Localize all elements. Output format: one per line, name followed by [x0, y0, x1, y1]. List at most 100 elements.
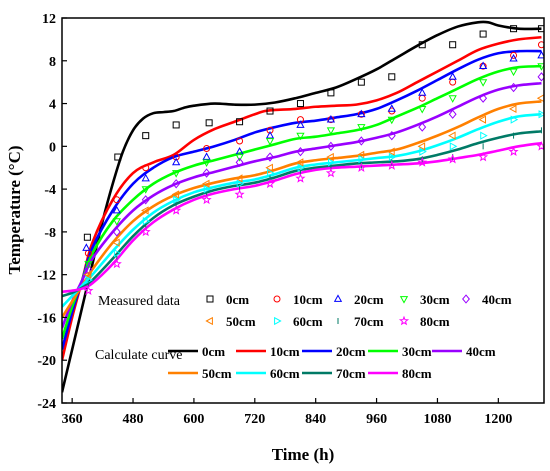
- measured-point-40cm: [112, 227, 121, 237]
- measured-point-30cm: [84, 261, 93, 269]
- measured-point-80cm: [201, 194, 212, 205]
- measured-point-30cm: [418, 106, 427, 114]
- measured-point-50cm: [417, 142, 426, 151]
- legend-measured-label: 40cm: [482, 292, 512, 307]
- legend-curve-label: 50cm: [202, 366, 232, 381]
- legend-measured-label: 10cm: [293, 292, 323, 307]
- measured-point-10cm: [510, 51, 518, 59]
- measured-point-60cm: [538, 110, 544, 119]
- legend-marker-40cm: [462, 294, 470, 304]
- legend-measured-label: 80cm: [420, 314, 450, 329]
- measured-point-20cm: [537, 50, 544, 59]
- measured-point-10cm: [236, 137, 244, 145]
- measured-point-30cm: [296, 132, 305, 141]
- measured-point-40cm: [479, 93, 488, 103]
- measured-point-50cm: [141, 206, 149, 215]
- measured-point-0cm: [479, 30, 487, 38]
- measured-point-30cm: [448, 95, 457, 103]
- legend-curve-label: 30cm: [402, 344, 432, 359]
- measured-point-60cm: [236, 179, 245, 188]
- measured-point-60cm: [203, 184, 212, 194]
- measured-point-0cm: [205, 119, 213, 127]
- x-tick-label: 840: [305, 412, 326, 427]
- measured-point-30cm: [537, 63, 544, 71]
- measured-point-0cm: [236, 118, 244, 126]
- measured-point-0cm: [266, 107, 274, 115]
- measured-point-60cm: [142, 217, 151, 226]
- measured-point-80cm: [508, 146, 519, 156]
- measured-point-60cm: [419, 147, 427, 156]
- measured-point-40cm: [418, 122, 427, 132]
- measured-point-50cm: [326, 152, 334, 162]
- measured-point-50cm: [478, 115, 487, 124]
- measured-point-60cm: [297, 163, 306, 172]
- curve-10cm: [62, 35, 542, 361]
- curve-0cm: [62, 20, 542, 393]
- legend-calculated-title: Calculate curve: [95, 348, 182, 363]
- measured-point-60cm: [85, 275, 94, 285]
- measured-point-40cm: [509, 82, 518, 93]
- legend-curve-label: 70cm: [336, 366, 366, 381]
- x-tick-label: 600: [183, 412, 204, 427]
- y-tick-label: -20: [37, 354, 56, 369]
- measured-point-20cm: [326, 114, 336, 123]
- measured-point-80cm: [325, 167, 336, 178]
- measured-point-40cm: [235, 157, 244, 168]
- measured-point-40cm: [202, 168, 211, 178]
- legend-curve-label: 80cm: [402, 366, 432, 381]
- curve-40cm: [62, 81, 542, 329]
- measured-point-40cm: [326, 141, 335, 152]
- measured-point-50cm: [201, 179, 210, 188]
- measured-point-80cm: [447, 153, 458, 164]
- legend-marker-0cm: [206, 295, 214, 303]
- legend-marker-50cm: [205, 316, 213, 326]
- measured-point-50cm: [508, 104, 517, 114]
- measured-point-50cm: [171, 190, 180, 199]
- measured-point-20cm: [235, 147, 244, 155]
- measured-point-80cm: [295, 173, 306, 183]
- measured-point-0cm: [142, 132, 150, 140]
- plot-area-frame: [61, 17, 545, 404]
- measured-point-60cm: [267, 168, 275, 178]
- measured-point-80cm: [536, 141, 544, 151]
- y-tick-label: -8: [44, 226, 56, 241]
- measured-point-30cm: [141, 186, 150, 194]
- legend-curve-label: 60cm: [270, 366, 300, 381]
- legend-marker-30cm: [399, 296, 409, 304]
- x-tick-label: 360: [62, 412, 83, 427]
- y-tick-label: 8: [49, 55, 56, 70]
- measured-point-20cm: [448, 72, 457, 80]
- measured-point-80cm: [356, 162, 367, 173]
- measured-point-30cm: [265, 138, 275, 146]
- x-tick-label: 960: [366, 412, 387, 427]
- legend-curve-label: 20cm: [336, 344, 366, 359]
- legend-measured-title: Measured data: [98, 294, 181, 309]
- measured-point-80cm: [140, 226, 151, 237]
- measured-point-80cm: [83, 285, 94, 296]
- measured-point-20cm: [296, 120, 305, 128]
- legend-measured-label: 60cm: [293, 314, 323, 329]
- legend-curve-label: 10cm: [270, 344, 300, 359]
- measured-point-40cm: [296, 147, 305, 157]
- measured-point-30cm: [509, 68, 518, 77]
- measured-point-0cm: [510, 25, 518, 33]
- x-axis-title: Time (h): [272, 445, 335, 464]
- measured-point-0cm: [114, 153, 122, 161]
- measured-point-10cm: [113, 196, 121, 204]
- x-tick-label: 480: [123, 412, 144, 427]
- measured-point-30cm: [235, 154, 244, 162]
- measured-point-30cm: [112, 218, 121, 226]
- measured-point-80cm: [171, 205, 182, 215]
- measured-point-40cm: [448, 109, 457, 119]
- measured-point-60cm: [173, 195, 181, 204]
- measured-point-80cm: [478, 151, 489, 162]
- y-tick-label: 12: [42, 12, 56, 27]
- measured-point-10cm: [296, 116, 304, 124]
- x-tick-label: 1080: [423, 412, 451, 427]
- curve-20cm: [62, 49, 542, 350]
- measured-point-50cm: [387, 147, 395, 156]
- measured-point-30cm: [387, 116, 396, 125]
- measured-point-40cm: [357, 136, 366, 146]
- measured-point-40cm: [387, 130, 396, 141]
